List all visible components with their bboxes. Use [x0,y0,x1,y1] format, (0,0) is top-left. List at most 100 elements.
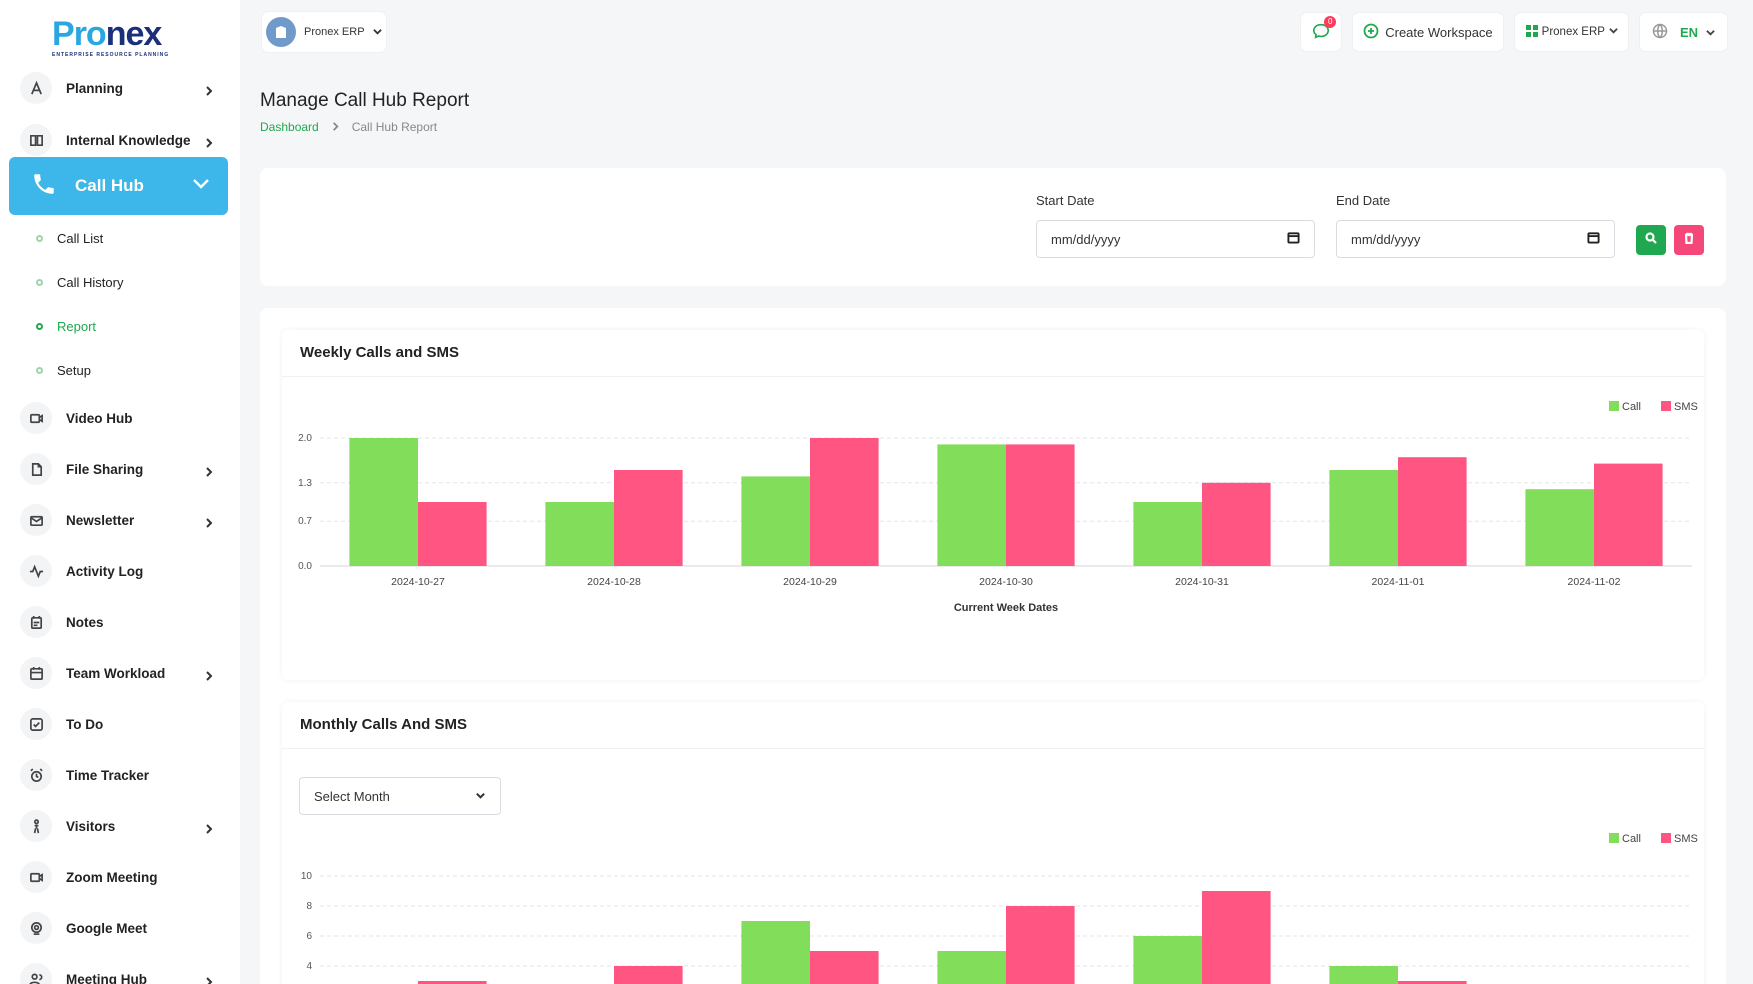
create-workspace-label: Create Workspace [1385,24,1493,40]
sidebar-item-label: Newsletter [66,512,135,528]
sidebar-item-file-sharing[interactable]: File Sharing [20,449,220,489]
bar-call [1133,936,1202,984]
sidebar-item-label: Visitors [66,818,116,834]
sidebar-item-label: Team Workload [66,665,166,681]
file-icon [20,453,52,485]
bar-sms [1202,891,1271,984]
sidebar-item-label: To Do [66,716,104,732]
bullet-icon [36,366,43,374]
y-tick-label: 2.0 [298,433,312,444]
breadcrumb-current: Call Hub Report [351,120,438,134]
chevron-right-icon [319,120,352,134]
sidebar-item-google-meet[interactable]: Google Meet [20,908,220,948]
bar-sms [1398,457,1467,566]
apps-label: Pronex ERP [1541,26,1605,38]
sidebar-item-label: Activity Log [66,563,144,579]
language-selector[interactable]: EN [1639,13,1727,51]
planning-icon [20,72,52,104]
end-date-label: End Date [1336,193,1391,208]
sidebar-item-meeting-hub[interactable]: Meeting Hub [20,959,220,984]
y-tick-label: 1.3 [298,478,312,489]
sidebar-item-label: Meeting Hub [66,971,147,984]
end-date-input[interactable]: mm/dd/yyyy [1336,220,1615,258]
sidebar-item-visitors[interactable]: Visitors [20,806,220,846]
create-workspace-button[interactable]: Create Workspace [1353,13,1503,51]
sidebar-item-activity-log[interactable]: Activity Log [20,551,220,591]
sidebar-subitem-call-history[interactable]: Call History [36,272,123,292]
apps-dropdown[interactable]: Pronex ERP [1514,13,1628,51]
building-icon [266,17,296,47]
trash-icon [1683,231,1695,249]
chevron-right-icon [204,668,214,681]
chat-button[interactable]: 0 [1301,13,1342,51]
page-title: Manage Call Hub Report [260,90,470,111]
sidebar-subitem-setup[interactable]: Setup [36,360,91,380]
bar-sms [418,981,487,984]
breadcrumb: Dashboard Call Hub Report [260,120,437,134]
x-tick-label: 2024-10-31 [1175,576,1229,588]
sidebar-item-label: Video Hub [66,410,133,426]
sidebar-item-notes[interactable]: Notes [20,602,220,642]
search-icon [1645,231,1657,249]
bar-call [1329,470,1398,566]
x-tick-label: 2024-11-02 [1568,576,1621,588]
weekly-chart: 0.0 0.7 1.3 2.0 2024-10-27 2024-10-28 2024-10-… [298,401,1698,614]
chevron-down-icon [1601,26,1618,38]
sidebar-item-call-hub[interactable]: Call Hub [9,157,228,215]
sidebar-item-label: Time Tracker [66,767,150,783]
y-tick-label: 4 [306,961,312,972]
x-tick-label: 2024-10-29 [783,576,837,588]
weekly-chart-card: Weekly Calls and SMS 0.0 0.7 1.3 2.0 2024-10… [282,330,1704,680]
calendar-icon[interactable] [1587,231,1600,247]
breadcrumb-dashboard-link[interactable]: Dashboard [260,120,319,134]
sidebar-item-zoom-meeting[interactable]: Zoom Meeting [20,857,220,897]
logo-letter-p: P [52,15,75,53]
legend-label: Call [1622,401,1641,413]
bar-call [1329,966,1398,984]
bullet-icon [36,278,43,286]
checkbox-icon [20,708,52,740]
sidebar-item-team-workload[interactable]: Team Workload [20,653,220,693]
chat-icon [1312,22,1330,43]
video-icon [20,402,52,434]
sidebar-item-internal-knowledge[interactable]: Internal Knowledge [20,120,220,160]
calendar-icon[interactable] [1287,231,1300,247]
sidebar-item-planning[interactable]: Planning [20,68,220,108]
chevron-right-icon [204,464,214,477]
language-label: EN [1679,24,1698,40]
sidebar-item-label: Notes [66,614,104,630]
bar-call [937,444,1006,566]
search-button[interactable] [1636,225,1666,255]
month-select[interactable]: Select Month [299,777,501,815]
y-tick-label: 6 [306,931,312,942]
sidebar-item-newsletter[interactable]: Newsletter [20,500,220,540]
sidebar-subitem-label: Call List [57,230,104,246]
person-icon [20,810,52,842]
monthly-chart-card: Monthly Calls And SMS Select Month 24681… [282,702,1704,984]
chevron-right-icon [204,515,214,528]
bar-sms [810,951,879,984]
sidebar-item-video-hub[interactable]: Video Hub [20,398,220,438]
logo-subtitle: ENTERPRISE RESOURCE PLANNING [52,52,170,58]
chevron-down-icon [365,23,382,41]
x-axis-title: Current Week Dates [954,602,1058,614]
logo-letters-nex: nex [105,15,163,53]
bar-sms [1398,981,1467,984]
legend-swatch-call [1609,401,1619,411]
bar-call [545,502,614,566]
chevron-right-icon [204,83,214,96]
sidebar-subitem-call-list[interactable]: Call List [36,228,103,248]
monthly-chart-title: Monthly Calls And SMS [300,716,467,733]
reset-button[interactable] [1674,225,1704,255]
start-date-input[interactable]: mm/dd/yyyy [1036,220,1315,258]
calendar-icon [20,657,52,689]
sidebar-item-to-do[interactable]: To Do [20,704,220,744]
weekly-chart-title: Weekly Calls and SMS [300,344,459,361]
pronex-logo[interactable]: Pronex ENTERPRISE RESOURCE PLANNING [52,14,192,66]
sidebar-subitem-report[interactable]: Report [36,316,96,336]
sidebar-item-time-tracker[interactable]: Time Tracker [20,755,220,795]
chevron-down-icon [475,789,486,804]
bar-sms [1202,482,1271,566]
divider [282,748,1704,749]
workspace-selector[interactable]: Pronex ERP [262,12,386,52]
